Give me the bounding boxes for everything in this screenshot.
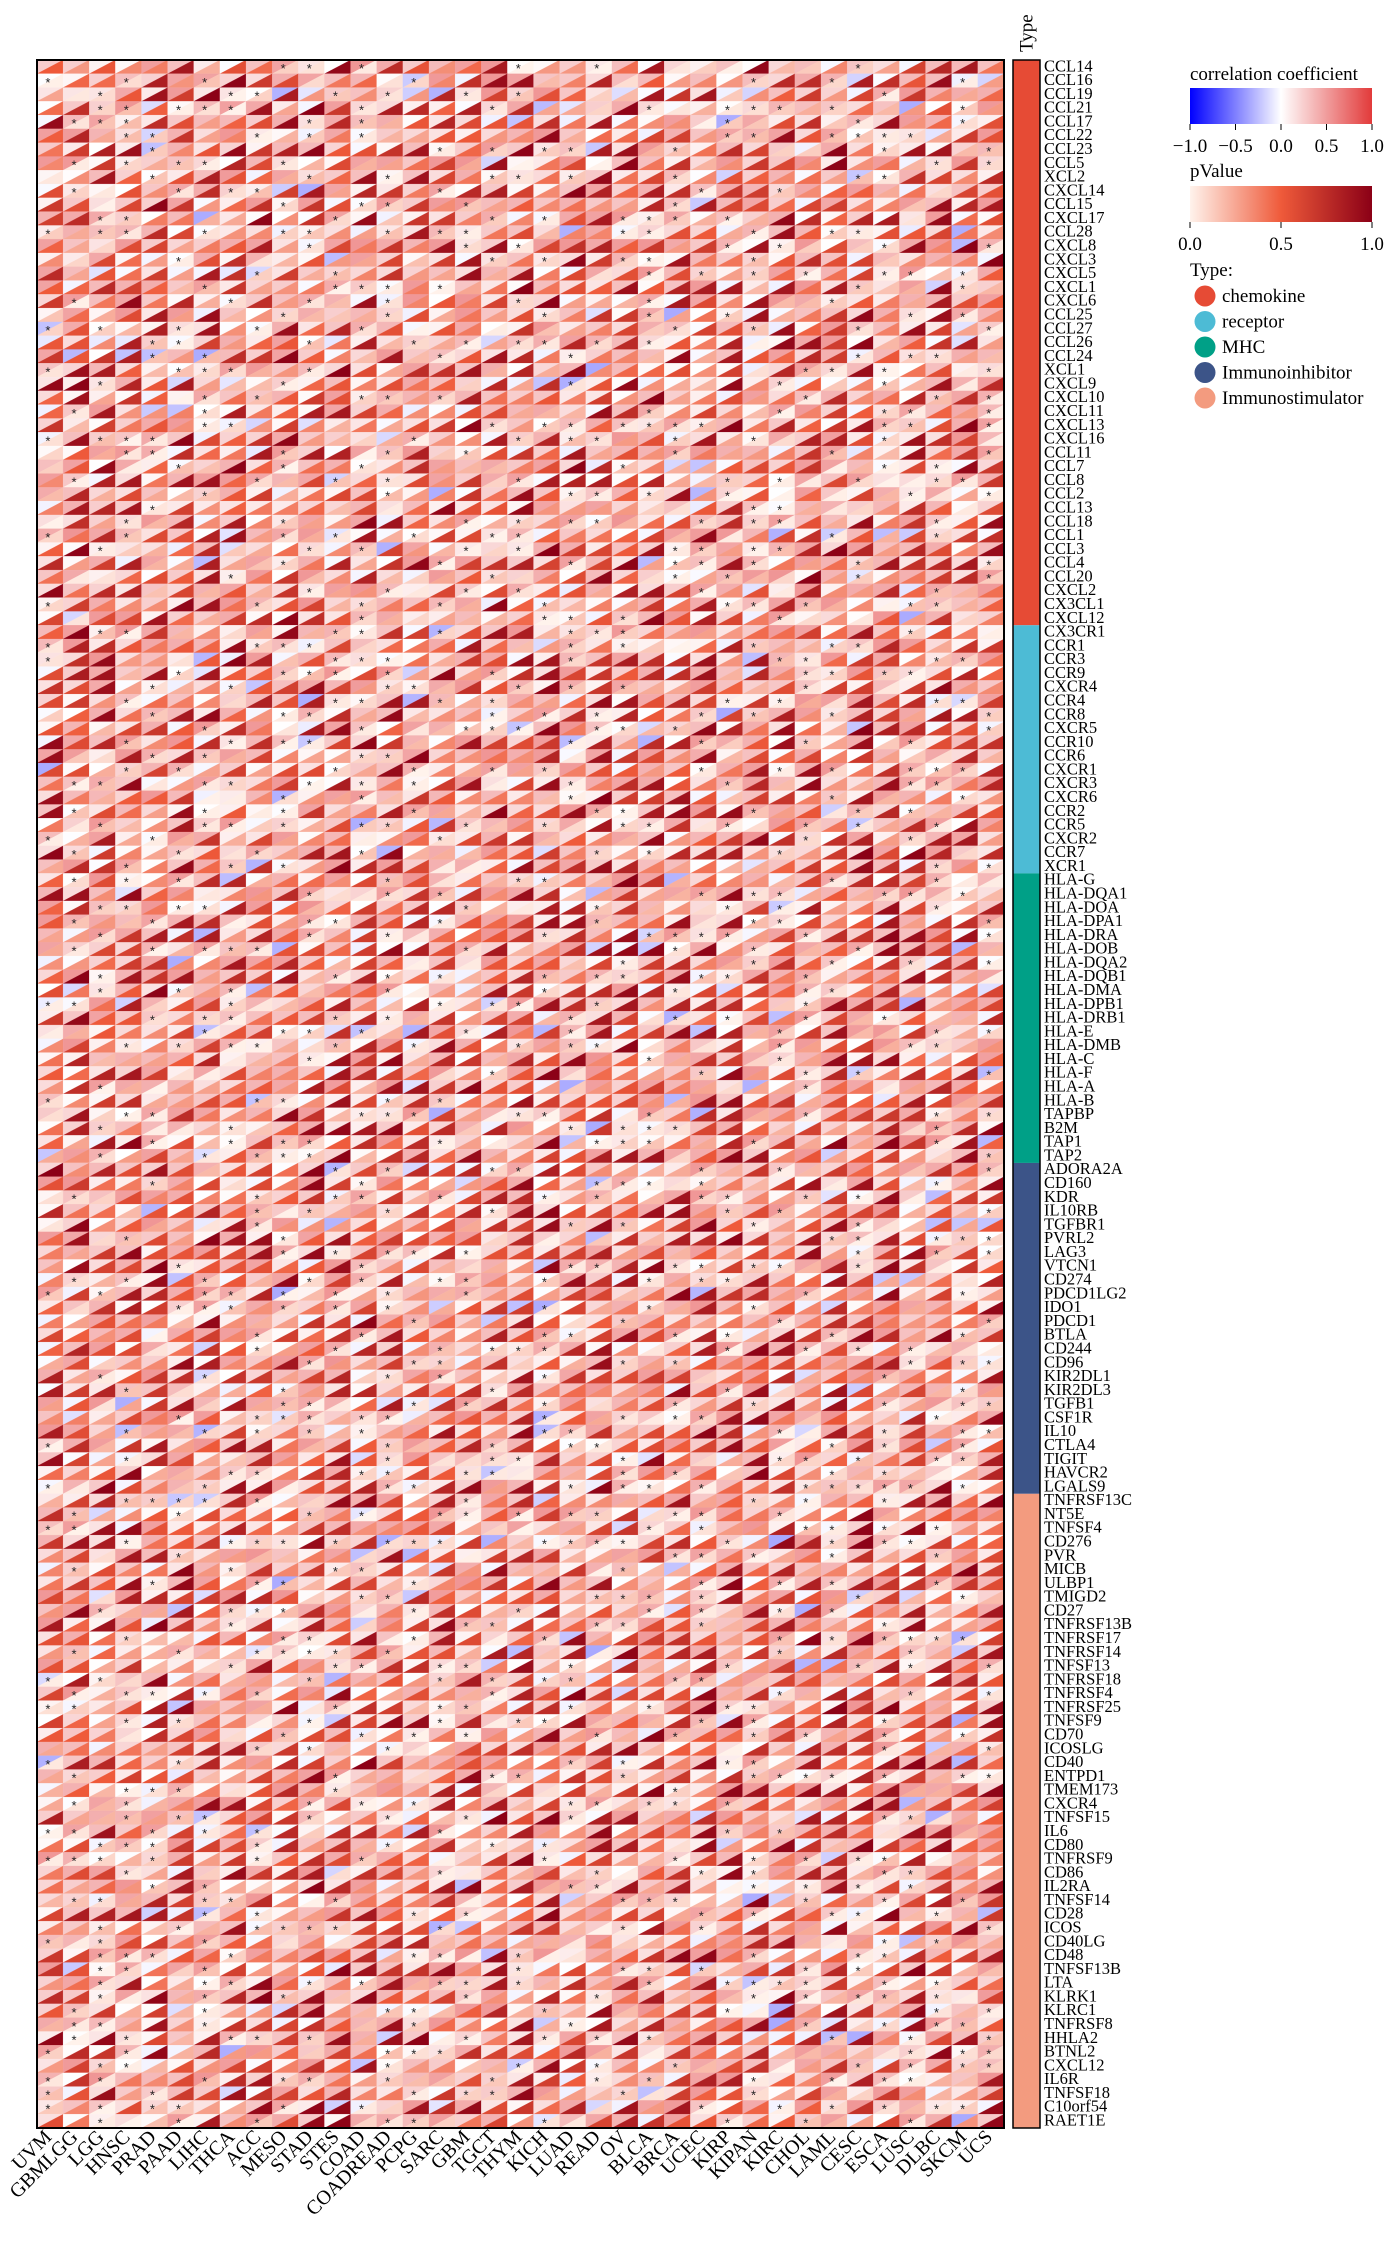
significance-star: * bbox=[411, 75, 416, 90]
significance-star: * bbox=[228, 89, 233, 104]
significance-star: * bbox=[359, 116, 364, 131]
significance-star: * bbox=[202, 75, 207, 90]
significance-star: * bbox=[124, 102, 129, 117]
significance-star: * bbox=[777, 102, 782, 117]
significance-star: * bbox=[359, 61, 364, 76]
significance-star: * bbox=[751, 102, 756, 117]
significance-star: * bbox=[124, 75, 129, 90]
heatmap-cells: * * * * * ** * * * * * ** * * * * * * ** * * * * * * * * * * * ** * * * * *… bbox=[36, 59, 1005, 2130]
significance-star: * bbox=[98, 102, 103, 117]
significance-star: * bbox=[45, 75, 50, 90]
significance-star: * bbox=[490, 102, 495, 117]
significance-star: * bbox=[359, 102, 364, 117]
significance-star: * bbox=[646, 102, 651, 117]
significance-star: * bbox=[307, 116, 312, 131]
significance-star: * bbox=[516, 61, 521, 76]
significance-star: * bbox=[856, 61, 861, 76]
significance-star: * bbox=[960, 102, 965, 117]
significance-star: * bbox=[829, 102, 834, 117]
significance-star: * bbox=[281, 61, 286, 76]
significance-star: * bbox=[385, 89, 390, 104]
significance-star: * bbox=[882, 89, 887, 104]
significance-star: * bbox=[254, 89, 259, 104]
significance-star: * bbox=[725, 116, 730, 131]
significance-star: * bbox=[829, 75, 834, 90]
significance-star: * bbox=[960, 75, 965, 90]
significance-star: * bbox=[124, 116, 129, 131]
significance-star: * bbox=[71, 116, 76, 131]
significance-star: * bbox=[725, 102, 730, 117]
significance-star: * bbox=[516, 89, 521, 104]
significance-star: * bbox=[202, 102, 207, 117]
significance-star: * bbox=[228, 102, 233, 117]
significance-star: * bbox=[751, 75, 756, 90]
significance-star: * bbox=[307, 61, 312, 76]
significance-star: * bbox=[176, 102, 181, 117]
significance-star: * bbox=[98, 116, 103, 131]
significance-star: * bbox=[594, 61, 599, 76]
significance-star: * bbox=[98, 89, 103, 104]
significance-star: * bbox=[333, 89, 338, 104]
significance-star: * bbox=[464, 89, 469, 104]
